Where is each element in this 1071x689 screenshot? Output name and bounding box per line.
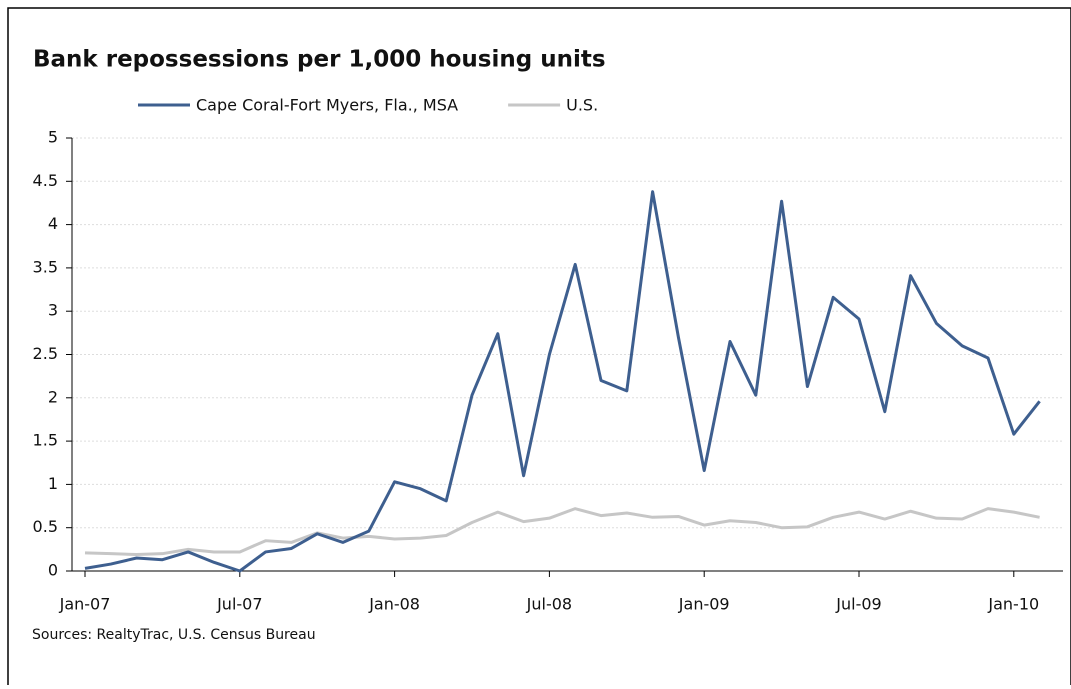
y-tick-label: 0	[48, 561, 58, 580]
y-tick-label: 3	[48, 301, 58, 320]
y-tick-label: 4	[48, 214, 58, 233]
x-tick-label: Jan-07	[59, 595, 111, 614]
x-tick-label: Jan-09	[678, 595, 730, 614]
x-tick-label: Jul-08	[526, 595, 572, 614]
x-tick-label: Jan-10	[987, 595, 1039, 614]
y-tick-label: 2.5	[33, 344, 58, 363]
y-tick-label: 5	[48, 128, 58, 147]
legend-label: Cape Coral-Fort Myers, Fla., MSA	[196, 96, 458, 115]
y-tick-label: 4.5	[33, 171, 58, 190]
y-tick-label: 1.5	[33, 431, 58, 450]
series-line	[84, 507, 1040, 557]
source: Sources: RealtyTrac, U.S. Census Bureau	[32, 627, 316, 643]
x-tick-label: Jan-08	[368, 595, 420, 614]
x-tick-label: Jul-09	[835, 595, 881, 614]
chart-title: Bank repossessions per 1,000 housing uni…	[33, 47, 606, 73]
series-line	[84, 190, 1041, 573]
frame	[7, 7, 1071, 689]
x-tick-label: Jul-07	[216, 595, 262, 614]
y-tick-label: 2	[48, 387, 58, 406]
y-tick-label: 0.5	[33, 517, 58, 536]
legend-label: U.S.	[566, 96, 598, 115]
y-tick-label: 1	[48, 474, 58, 493]
y-tick-label: 3.5	[33, 257, 58, 276]
